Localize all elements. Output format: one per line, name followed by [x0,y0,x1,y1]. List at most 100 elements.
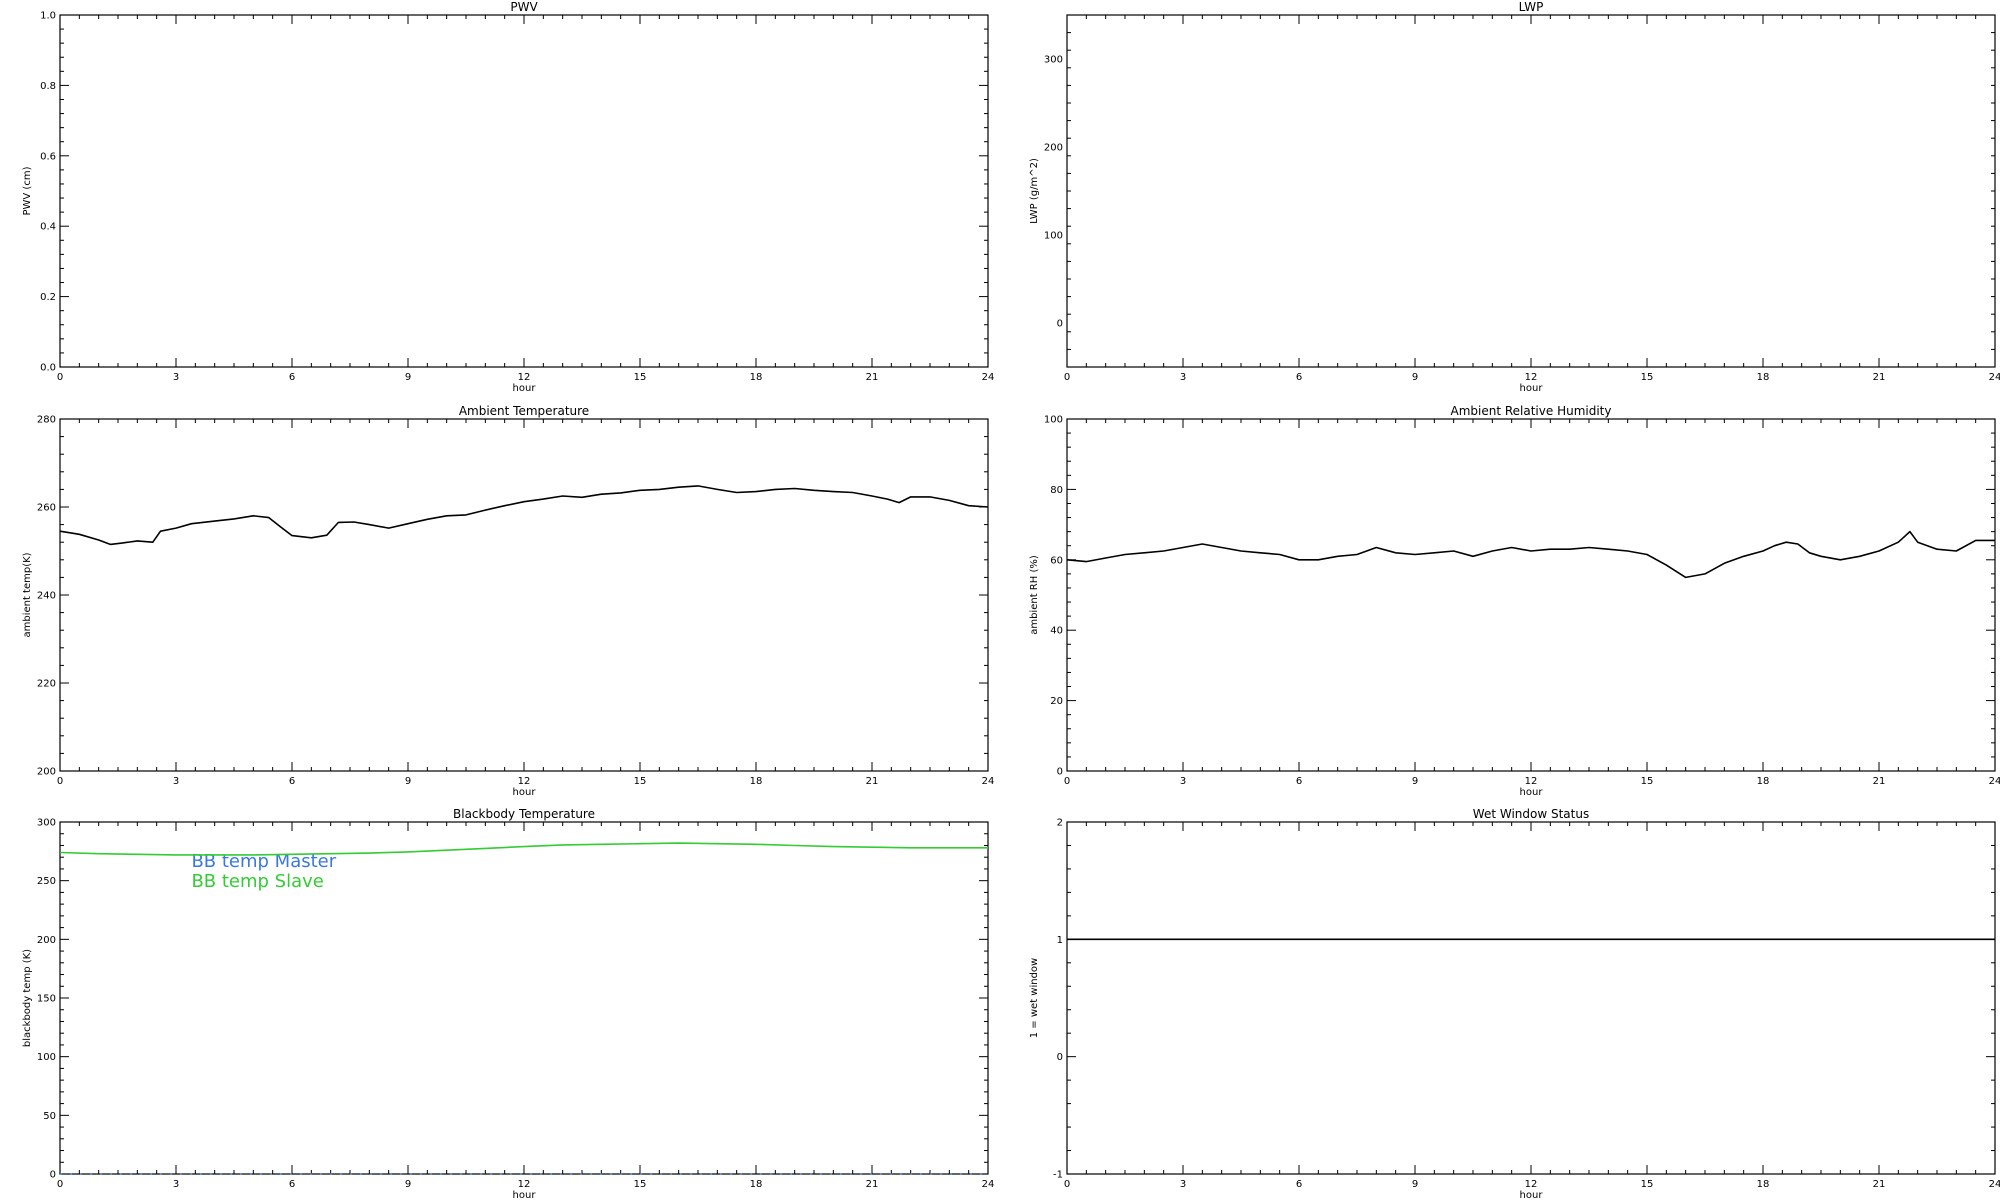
legend-bb-temp-master: BB temp Master [191,851,336,872]
lwp-x-axis-label: hour [1520,383,1544,394]
wet-window-status-x-tick-label: 9 [1412,1179,1418,1190]
blackbody-temperature-y-tick-label: 100 [37,1052,56,1063]
blackbody-temperature-panel: Blackbody Temperature hour blackbody tem… [22,807,994,1200]
ambient-humidity-y-tick-label: 60 [1050,555,1063,566]
ambient-temperature-x-tick-label: 15 [634,776,647,787]
pwv-x-tick-label: 3 [173,372,179,383]
lwp-title: LWP [1519,0,1544,14]
blackbody-temperature-y-tick-label: 200 [37,935,56,946]
pwv-x-axis-label: hour [513,383,537,394]
lwp-x-tick-label: 9 [1412,372,1418,383]
lwp-x-tick-label: 21 [1873,372,1886,383]
ambient-humidity-y-tick-label: 80 [1050,485,1063,496]
wet-window-status-panel: Wet Window Status hour 1 = wet window 0 3… [1029,807,2000,1200]
pwv-y-tick-label: 1.0 [40,11,56,22]
lwp-x-tick-label: 3 [1180,372,1186,383]
blackbody-temperature-y-tick-label: 250 [37,876,56,887]
ambient-humidity-x-tick-label: 12 [1525,776,1538,787]
wet-window-status-x-tick-label: 12 [1525,1179,1538,1190]
ambient-humidity-x-tick-label: 3 [1180,776,1186,787]
ambient-temperature-x-axis-label: hour [513,787,537,798]
wet-window-status-y-tick-label: 0 [1057,1052,1063,1063]
blackbody-temperature-y-tick-label: 300 [37,818,56,829]
wet-window-status-y-tick-label: 1 [1057,935,1063,946]
blackbody-temperature-x-axis-label: hour [513,1190,537,1200]
pwv-y-axis-label: PWV (cm) [22,166,33,215]
ambient-humidity-y-tick-label: 40 [1050,626,1063,637]
ambient-temperature-y-axis-label: ambient temp(K) [22,552,33,637]
lwp-x-tick-label: 0 [1064,372,1070,383]
ambient-humidity-x-tick-label: 18 [1757,776,1770,787]
pwv-y-tick-label: 0.6 [40,151,56,162]
blackbody-temperature-x-tick-label: 9 [405,1179,411,1190]
wet-window-status-x-tick-label: 24 [1989,1179,2000,1190]
pwv-x-tick-label: 12 [518,372,531,383]
wet-window-status-x-tick-label: 0 [1064,1179,1070,1190]
ambient-temperature-x-tick-label: 21 [866,776,879,787]
blackbody-temperature-x-tick-label: 0 [57,1179,63,1190]
ambient-temperature-x-tick-label: 18 [750,776,763,787]
wet-window-status-x-tick-label: 3 [1180,1179,1186,1190]
ambient-humidity-title: Ambient Relative Humidity [1451,404,1612,418]
ambient-temperature-y-tick-label: 260 [37,503,56,514]
wet-window-status-x-tick-label: 6 [1296,1179,1302,1190]
blackbody-temperature-y-tick-label: 150 [37,994,56,1005]
blackbody-temperature-x-tick-label: 3 [173,1179,179,1190]
ambient-humidity-y-tick-label: 20 [1050,696,1063,707]
wet-window-status-x-tick-label: 21 [1873,1179,1886,1190]
lwp-x-tick-label: 18 [1757,372,1770,383]
pwv-x-tick-label: 6 [289,372,295,383]
wet-window-status-x-axis-label: hour [1520,1190,1544,1200]
pwv-y-tick-label: 0.4 [40,222,56,233]
ambient-humidity-panel: Ambient Relative Humidity hour ambient R… [1029,404,2000,798]
pwv-y-tick-label: 0.0 [40,363,56,374]
ambient-humidity-x-axis-label: hour [1520,787,1544,798]
pwv-x-tick-label: 21 [866,372,879,383]
blackbody-temperature-x-tick-label: 18 [750,1179,763,1190]
pwv-x-tick-label: 24 [982,372,995,383]
lwp-y-axis-label: LWP (g/m^2) [1029,158,1040,224]
lwp-y-tick-label: 0 [1057,319,1063,330]
blackbody-temperature-x-tick-label: 6 [289,1179,295,1190]
ambient-temperature-y-tick-label: 280 [37,415,56,426]
ambient-temperature-series-0-line [59,485,989,546]
ambient-temperature-y-tick-label: 220 [37,679,56,690]
pwv-x-tick-label: 18 [750,372,763,383]
blackbody-temperature-y-tick-label: 0 [50,1170,56,1181]
wet-window-status-y-tick-label: 2 [1057,818,1063,829]
wet-window-status-y-tick-label: -1 [1053,1170,1063,1181]
pwv-x-tick-label: 15 [634,372,647,383]
ambient-temperature-x-tick-label: 6 [289,776,295,787]
legend-bb-temp-slave: BB temp Slave [191,871,323,892]
lwp-panel: LWP hour LWP (g/m^2) 0 3 6 9 12 15 18 21 24 0 100 2… [1029,0,2000,394]
ambient-temperature-y-tick-label: 240 [37,591,56,602]
blackbody-temperature-x-tick-label: 12 [518,1179,531,1190]
ambient-humidity-x-tick-label: 24 [1989,776,2000,787]
lwp-y-tick-label: 200 [1044,143,1063,154]
lwp-y-tick-label: 300 [1044,55,1063,66]
ambient-temperature-title: Ambient Temperature [459,404,589,418]
blackbody-temperature-x-tick-label: 24 [982,1179,995,1190]
wet-window-status-x-tick-label: 15 [1641,1179,1654,1190]
pwv-title: PWV [510,0,538,14]
ambient-humidity-x-tick-label: 15 [1641,776,1654,787]
ambient-humidity-y-axis-label: ambient RH (%) [1029,555,1040,635]
ambient-humidity-x-tick-label: 6 [1296,776,1302,787]
lwp-y-tick-label: 100 [1044,231,1063,242]
lwp-x-tick-label: 12 [1525,372,1538,383]
ambient-temperature-x-tick-label: 12 [518,776,531,787]
pwv-x-tick-label: 9 [405,372,411,383]
ambient-temperature-x-tick-label: 24 [982,776,995,787]
pwv-y-tick-label: 0.8 [40,81,56,92]
blackbody-temperature-y-tick-label: 50 [43,1111,56,1122]
wet-window-status-title: Wet Window Status [1473,807,1589,821]
pwv-panel: PWV hour PWV (cm) 0 3 6 9 12 15 18 21 24 0.0 0.2 0.… [22,0,994,394]
ambient-humidity-series-0-line [1066,530,1995,579]
ambient-humidity-x-tick-label: 0 [1064,776,1070,787]
blackbody-temperature-x-tick-label: 15 [634,1179,647,1190]
blackbody-temperature-title: Blackbody Temperature [453,807,595,821]
ambient-temperature-x-tick-label: 0 [57,776,63,787]
ambient-humidity-x-tick-label: 9 [1412,776,1418,787]
